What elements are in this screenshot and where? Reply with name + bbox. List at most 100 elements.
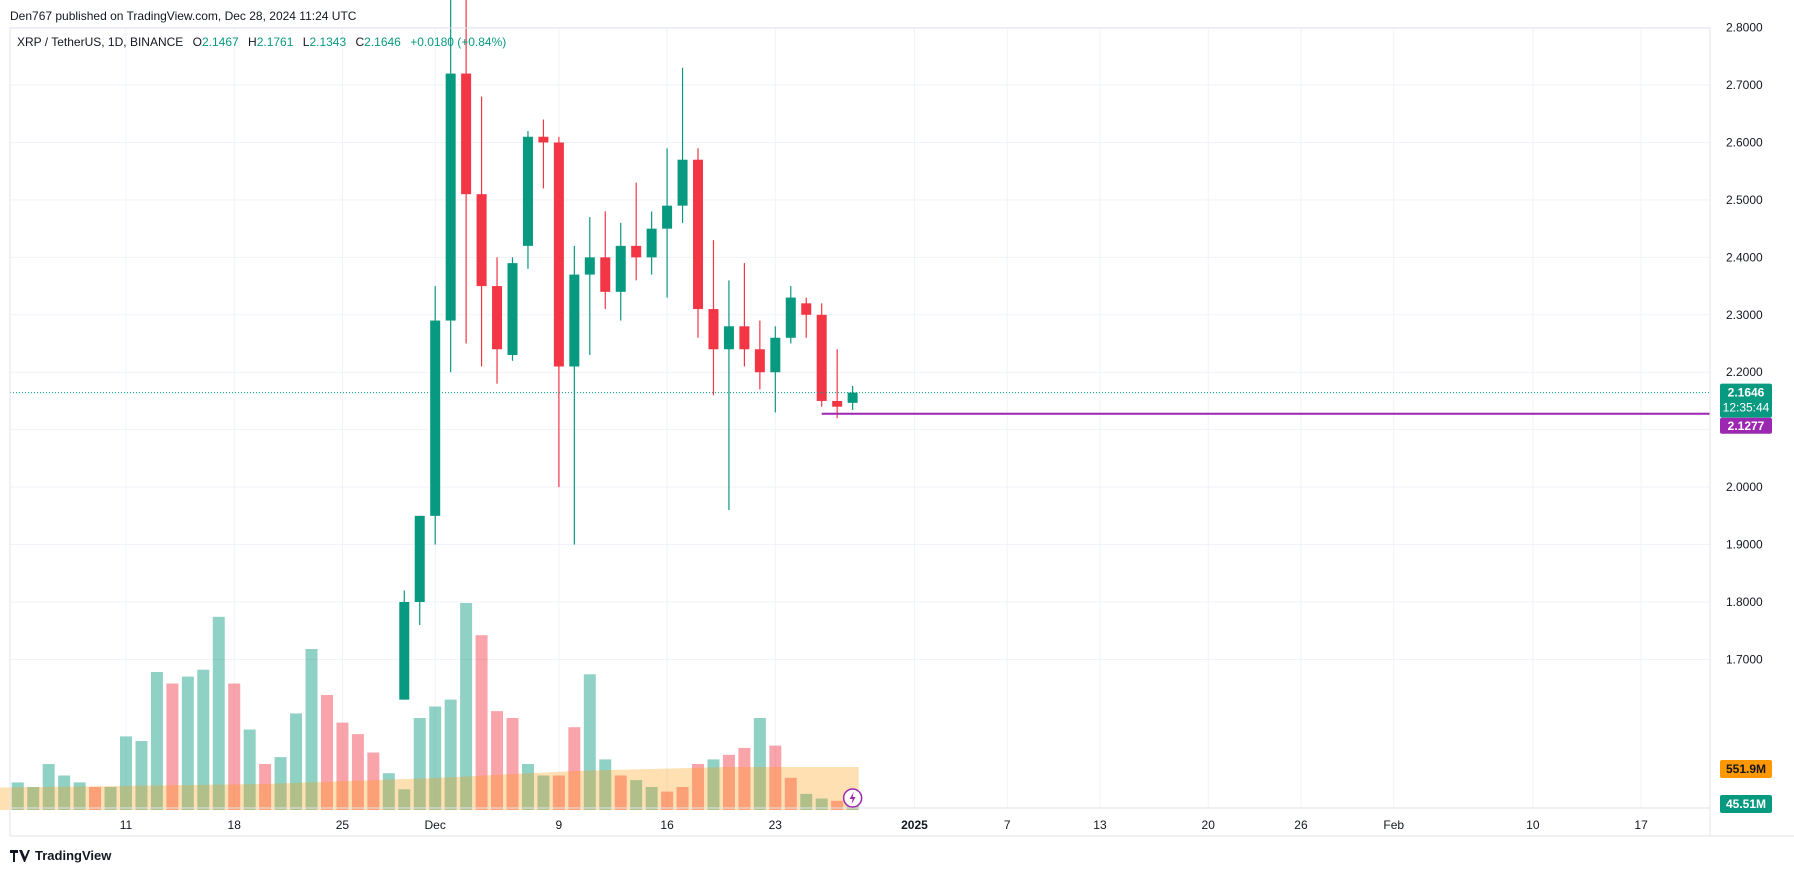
x-tick-label: 7 (1004, 818, 1011, 832)
volume-profile-band (0, 767, 859, 810)
volume-bar (769, 745, 782, 810)
x-tick-label: Dec (425, 818, 446, 832)
lightning-bolt-icon (849, 792, 856, 804)
volume-bar (614, 775, 627, 810)
volume-bar (27, 787, 40, 810)
volume-bars (0, 603, 859, 810)
x-tick-label: Feb (1383, 818, 1404, 832)
volume-profile-tag-bg (1720, 760, 1772, 778)
candle-body (399, 602, 410, 700)
x-tick-label: 10 (1526, 818, 1540, 832)
symbol-name[interactable]: XRP / TetherUS, 1D, BINANCE (17, 35, 184, 49)
x-tick-label: 9 (556, 818, 563, 832)
volume-bar (290, 713, 303, 810)
y-tick-label: 2.2000 (1726, 365, 1763, 379)
candle-body (430, 320, 441, 516)
volume-bar (197, 669, 210, 810)
x-tick-label: 26 (1294, 818, 1308, 832)
low-value: 2.1343 (309, 35, 347, 49)
volume-bar (707, 759, 720, 810)
candle-body (816, 314, 827, 401)
candle-body (631, 245, 642, 258)
last-price-tag: 2.1646 (1728, 386, 1765, 400)
x-tick-label: 23 (769, 818, 783, 832)
candle-body (847, 392, 858, 403)
close-value: 2.1646 (364, 35, 401, 49)
volume-bar (150, 672, 163, 810)
candle-body (708, 309, 719, 350)
volume-bar (228, 683, 241, 810)
bottom-level-tag: 2.1277 (1728, 419, 1765, 433)
volume-bar (506, 718, 519, 810)
volume-bar (181, 676, 194, 810)
candle-body (584, 257, 595, 275)
volume-tag: 45.51M (1726, 797, 1766, 811)
high-value: 2.1761 (256, 35, 294, 49)
volume-bar (212, 616, 225, 810)
horizontal-levels[interactable] (10, 0, 1710, 415)
volume-bar (259, 764, 272, 810)
volume-bar (552, 775, 565, 810)
candle-body (785, 297, 796, 338)
volume-bar (274, 757, 287, 810)
volume-bar (320, 695, 333, 810)
open-label: O (192, 35, 202, 49)
y-tick-label: 2.6000 (1726, 135, 1763, 149)
x-tick-label: 18 (228, 818, 242, 832)
volume-bar (413, 718, 426, 810)
countdown-tag: 12:35:44 (1723, 401, 1770, 415)
candle-body (600, 257, 611, 292)
x-tick-label: 11 (120, 818, 133, 832)
volume-bar (444, 699, 457, 810)
candle-body (677, 159, 688, 206)
brand-logo[interactable]: TradingView (10, 848, 111, 863)
x-tick-label: 13 (1093, 818, 1107, 832)
candle-body (414, 515, 425, 602)
candle-body (538, 136, 549, 143)
volume-bar (243, 729, 256, 810)
volume-bar (367, 752, 380, 810)
candle-body (646, 228, 657, 258)
candle-body (754, 349, 765, 373)
volume-bar (630, 780, 643, 810)
volume-bar (58, 775, 71, 810)
candle-body (832, 400, 843, 407)
open-value: 2.1467 (201, 35, 239, 49)
last-price-tag-bg (1720, 383, 1772, 418)
high-label: H (248, 35, 257, 49)
grid-lines (10, 27, 1710, 808)
volume-bar (305, 649, 318, 810)
chart-background[interactable] (10, 28, 1710, 836)
candle-body (770, 337, 781, 373)
candle-body (739, 326, 750, 350)
volume-bar (491, 711, 504, 810)
volume-bar (42, 764, 55, 810)
y-tick-label: 1.7000 (1726, 652, 1763, 666)
candle-body (492, 286, 503, 350)
volume-bar (89, 787, 102, 810)
volume-tag-bg (1720, 795, 1772, 813)
candle-body (476, 194, 487, 287)
volume-bar (676, 787, 689, 810)
candle-body (507, 263, 518, 356)
x-tick-label: 2025 (901, 818, 928, 832)
brand-name: TradingView (35, 848, 112, 863)
volume-bar (475, 635, 488, 810)
candle-body (662, 205, 673, 229)
volume-bar (429, 706, 442, 810)
candle-body (693, 159, 704, 310)
volume-bar (753, 718, 766, 810)
x-tick-label: 20 (1202, 818, 1216, 832)
volume-bar (599, 759, 612, 810)
bottom-level-tag-bg (1720, 417, 1772, 434)
candle-body (553, 142, 564, 367)
y-tick-label: 2.0000 (1726, 480, 1763, 494)
candlestick-series (399, 0, 858, 700)
candle-body (569, 274, 580, 367)
volume-bar (351, 734, 364, 810)
symbol-legend: XRP / TetherUS, 1D, BINANCE O2.1467 H2.1… (17, 35, 506, 49)
publish-info: Den767 published on TradingView.com, Dec… (10, 9, 357, 23)
change-value: +0.0180 (+0.84%) (410, 35, 507, 49)
